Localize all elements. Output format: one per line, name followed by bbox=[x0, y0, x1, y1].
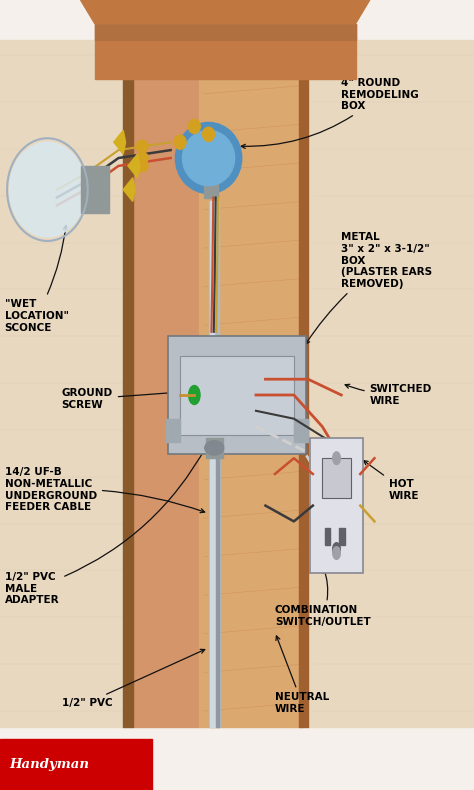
Ellipse shape bbox=[174, 135, 186, 149]
Ellipse shape bbox=[136, 141, 148, 152]
Bar bbox=[210, 387, 215, 727]
Ellipse shape bbox=[9, 142, 85, 237]
Polygon shape bbox=[114, 130, 126, 154]
Text: HOT
WIRE: HOT WIRE bbox=[364, 461, 419, 501]
Bar bbox=[204, 150, 218, 198]
Bar bbox=[209, 387, 220, 727]
Bar bbox=[95, 24, 356, 79]
Ellipse shape bbox=[202, 127, 214, 141]
Bar bbox=[210, 201, 214, 340]
Text: COMBINATION
SWITCH/OUTLET: COMBINATION SWITCH/OUTLET bbox=[275, 569, 371, 627]
Text: 4" ROUND
REMODELING
BOX: 4" ROUND REMODELING BOX bbox=[241, 78, 419, 149]
Polygon shape bbox=[133, 16, 308, 40]
Bar bbox=[322, 458, 351, 498]
Polygon shape bbox=[128, 154, 140, 178]
Bar bbox=[123, 40, 133, 727]
Polygon shape bbox=[81, 0, 370, 24]
Text: 14/2 UF-B
NON-METALLIC
UNDERGROUND
FEEDER CABLE: 14/2 UF-B NON-METALLIC UNDERGROUND FEEDE… bbox=[5, 468, 205, 513]
Ellipse shape bbox=[188, 119, 200, 134]
Bar bbox=[0, 739, 152, 790]
Bar bbox=[325, 528, 330, 545]
Bar bbox=[206, 438, 223, 458]
Bar bbox=[81, 166, 109, 213]
Bar bbox=[339, 528, 345, 545]
Bar bbox=[209, 201, 219, 340]
Ellipse shape bbox=[205, 441, 224, 455]
Text: GROUND
SCREW: GROUND SCREW bbox=[62, 388, 190, 410]
Circle shape bbox=[333, 547, 340, 559]
Text: 1/2" PVC: 1/2" PVC bbox=[62, 649, 205, 708]
Polygon shape bbox=[123, 178, 135, 201]
Bar bbox=[0, 40, 133, 727]
Text: SWITCHED
WIRE: SWITCHED WIRE bbox=[345, 384, 432, 406]
Ellipse shape bbox=[136, 160, 148, 172]
FancyBboxPatch shape bbox=[310, 438, 363, 573]
Text: "WET
LOCATION"
SCONCE: "WET LOCATION" SCONCE bbox=[5, 225, 69, 333]
Bar bbox=[180, 356, 294, 434]
Ellipse shape bbox=[175, 122, 242, 194]
Bar bbox=[133, 40, 199, 727]
Bar bbox=[299, 40, 308, 727]
Text: NEUTRAL
WIRE: NEUTRAL WIRE bbox=[275, 636, 329, 714]
Circle shape bbox=[333, 452, 340, 465]
Bar bbox=[166, 419, 180, 442]
Text: METAL
3" x 2" x 3-1/2"
BOX
(PLASTER EARS
REMOVED): METAL 3" x 2" x 3-1/2" BOX (PLASTER EARS… bbox=[306, 232, 432, 344]
Bar bbox=[95, 24, 356, 40]
Text: Handyman: Handyman bbox=[9, 758, 90, 771]
Ellipse shape bbox=[136, 152, 148, 164]
Bar bbox=[294, 419, 308, 442]
Bar bbox=[308, 40, 474, 727]
FancyBboxPatch shape bbox=[168, 336, 306, 454]
Text: 1/2" PVC
MALE
ADAPTER: 1/2" PVC MALE ADAPTER bbox=[5, 446, 207, 605]
Circle shape bbox=[189, 386, 200, 404]
Circle shape bbox=[333, 543, 340, 555]
Bar bbox=[199, 40, 303, 727]
Ellipse shape bbox=[182, 130, 235, 186]
Bar bbox=[216, 387, 219, 727]
